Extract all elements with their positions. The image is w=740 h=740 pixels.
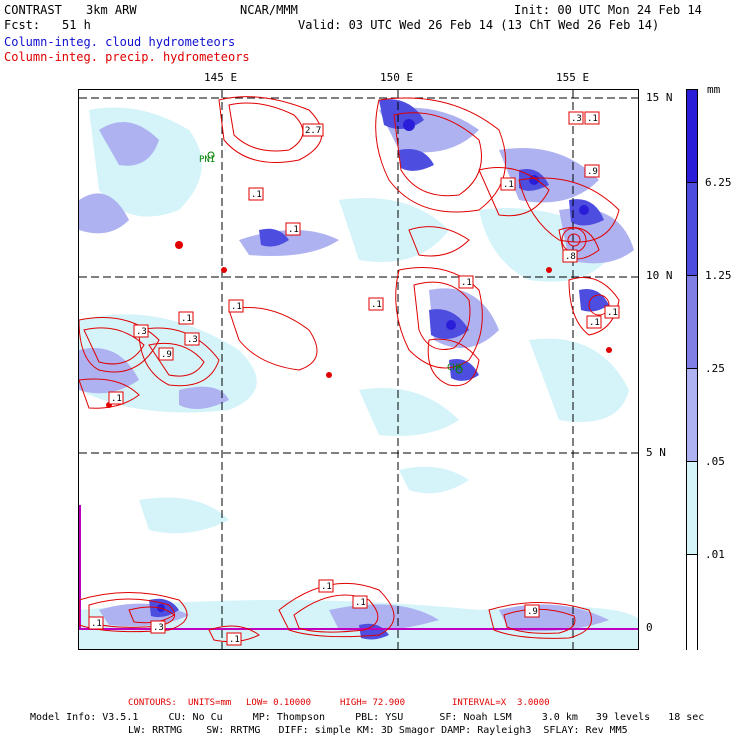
svg-text:.9: .9 [587,167,598,177]
colorbar-segment [687,183,697,276]
svg-text:.1: .1 [111,394,122,404]
contour-label: .1 [178,311,194,325]
svg-text:.3: .3 [153,623,164,633]
station-markers [207,151,463,374]
colorbar-label: 6.25 [705,176,732,189]
valid-time: Valid: 03 UTC Wed 26 Feb 14 (13 ChT Wed … [298,18,660,32]
contour-label: .1 [500,177,516,191]
svg-text:.9: .9 [161,350,172,360]
contour-label: .9 [524,604,540,618]
svg-text:.3: .3 [571,114,582,124]
colorbar-label: 1.25 [705,269,732,282]
colorbar-segment [687,90,697,183]
svg-text:.3: .3 [187,335,198,345]
svg-text:.1: .1 [321,582,332,592]
map-graphic: PNI CHK .1 2.7 .3 .1 .1 .1 .9 .1 .1 .3 .… [79,90,638,649]
svg-text:.1: .1 [91,619,102,629]
colorbar [686,89,698,651]
svg-text:.1: .1 [589,318,600,328]
colorbar-segment [687,276,697,369]
precip-contours [79,96,620,643]
contour-label: .8 [562,249,578,263]
colorbar-label: .05 [705,455,725,468]
contours-interval: INTERVAL=X 3.0000 [452,698,550,708]
legend-cloud: Column-integ. cloud hydrometeors [4,35,236,49]
contour-label: .1 [228,299,244,313]
contour-label: .9 [158,347,174,361]
lat-label-0: 0 [646,621,653,634]
svg-text:.1: .1 [231,302,242,312]
colorbar-label: .01 [705,548,725,561]
model-info-line-2: LW: RRTMG SW: RRTMG DIFF: simple KM: 3D … [128,725,628,736]
svg-text:.1: .1 [461,278,472,288]
svg-text:2.7: 2.7 [305,126,321,136]
svg-text:.1: .1 [251,190,262,200]
contours-units: UNITS=mm [188,698,232,708]
init-time: Init: 00 UTC Mon 24 Feb 14 [514,3,702,17]
contour-labels: .1 2.7 .3 .1 .1 .1 .9 .1 .1 .3 .1 .9 .3 … [88,111,620,646]
contour-label: 2.7 [302,123,324,137]
lat-label-5n: 5 N [646,446,666,459]
lon-label-150: 150 E [380,71,414,84]
contour-label: .1 [584,111,600,125]
contour-label: .9 [584,164,600,178]
svg-text:.1: .1 [355,598,366,608]
contour-label: .1 [458,275,474,289]
fcst-hours: 51 h [62,18,91,32]
station-pni: PNI [199,155,215,165]
lat-label-15n: 15 N [646,91,673,104]
model-name: CONTRAST [4,3,62,17]
svg-text:.1: .1 [288,225,299,235]
colorbar-segment [687,369,697,462]
contour-label: .1 [88,616,104,630]
contour-label: .1 [285,222,301,236]
center-name: NCAR/MMM [240,3,298,17]
svg-text:.1: .1 [371,300,382,310]
svg-text:.1: .1 [587,114,598,124]
svg-text:.1: .1 [607,308,618,318]
graticule [79,90,638,649]
lon-label-145: 145 E [204,71,238,84]
colorbar-unit: mm [707,83,721,96]
contour-label: .1 [108,391,124,405]
contours-high: HIGH= 72.900 [340,698,406,708]
lon-label-155: 155 E [556,71,590,84]
contour-label: .1 [226,632,242,646]
contours-low: LOW= 0.10000 [246,698,312,708]
contour-label: .1 [368,297,384,311]
contour-label: .3 [184,332,200,346]
station-chk: CHK [447,363,464,373]
cloud-shading-core [157,119,589,612]
colorbar-segment [687,462,697,555]
contour-label: .1 [586,315,602,329]
lat-label-10n: 10 N [646,269,673,282]
map-panel: PNI CHK .1 2.7 .3 .1 .1 .1 .9 .1 .1 .3 .… [78,89,639,650]
colorbar-label: .25 [705,362,725,375]
colorbar-segment [687,555,697,651]
model-resolution: 3km ARW [86,3,137,17]
contour-label: .3 [150,620,166,634]
precip-spots [106,241,612,408]
svg-text:.3: .3 [136,327,147,337]
contour-label: .1 [604,305,620,319]
svg-text:.1: .1 [503,180,514,190]
fcst-label: Fcst: [4,18,41,32]
contour-label: .1 [318,579,334,593]
contours-label: CONTOURS: [128,698,177,708]
legend-precip: Column-integ. precip. hydrometeors [4,50,250,64]
contour-label: .3 [133,324,149,338]
contour-label: .3 [568,111,584,125]
svg-text:.1: .1 [181,314,192,324]
contour-label: .1 [248,187,264,201]
svg-text:.1: .1 [229,635,240,645]
contour-label: .1 [352,595,368,609]
svg-text:.8: .8 [565,252,576,262]
model-info-line-1: Model Info: V3.5.1 CU: No Cu MP: Thompso… [30,712,705,723]
svg-text:.9: .9 [527,607,538,617]
